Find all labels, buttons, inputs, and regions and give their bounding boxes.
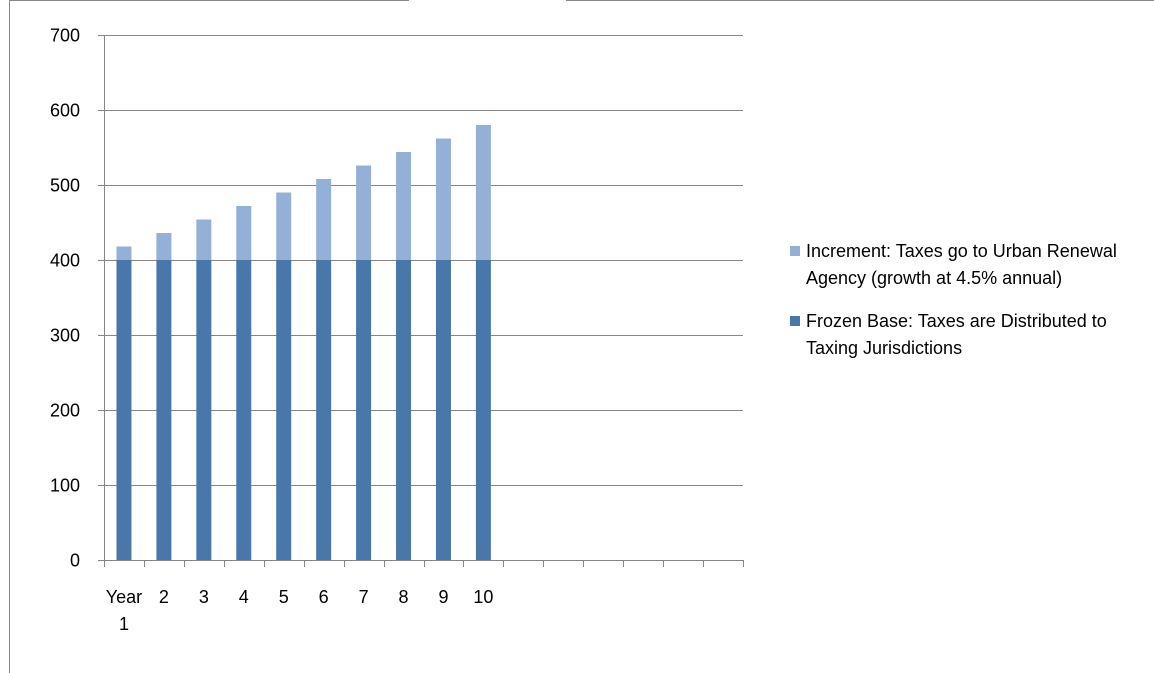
bar-frozen-base-10: [475, 260, 491, 560]
x-tick-label-1: Year 1: [106, 587, 142, 634]
y-tick-label-400: 400: [50, 251, 80, 271]
bar-increment-1: [116, 246, 132, 260]
y-tick-label-700: 700: [50, 26, 80, 46]
chart-frame-left-border: [9, 0, 10, 673]
x-tick-label-7: 7: [359, 587, 369, 607]
x-tick-label-10: 10: [473, 587, 493, 607]
x-tick-label-7-line-1: 7: [359, 587, 369, 607]
bar-frozen-base-1: [116, 260, 132, 560]
bar-frozen-base-3: [196, 260, 212, 560]
bar-increment-5: [276, 192, 292, 260]
x-tick-label-1-line-2: 1: [119, 614, 129, 634]
bar-increment-8: [396, 152, 412, 260]
x-tick-label-4: 4: [239, 587, 249, 607]
bar-frozen-base-9: [435, 260, 451, 560]
x-tick-label-1-line-1: Year: [106, 587, 142, 607]
legend-item-frozen-base: Frozen Base: Taxes are Distributed to Ta…: [790, 308, 1150, 362]
chart-frame-top-border: [9, 0, 409, 1]
x-tick-label-3: 3: [199, 587, 209, 607]
x-tick-label-3-line-1: 3: [199, 587, 209, 607]
bar-frozen-base-5: [276, 260, 292, 560]
chart-legend: Increment: Taxes go to Urban Renewal Age…: [790, 238, 1150, 378]
bar-increment-9: [435, 138, 451, 260]
x-tick-label-6: 6: [319, 587, 329, 607]
legend-swatch-increment: [790, 246, 800, 256]
y-tick-label-0: 0: [70, 551, 80, 571]
x-tick-label-6-line-1: 6: [319, 587, 329, 607]
x-tick-label-5: 5: [279, 587, 289, 607]
bar-frozen-base-4: [236, 260, 252, 560]
x-tick-label-8: 8: [399, 587, 409, 607]
bar-frozen-base-7: [356, 260, 372, 560]
x-tick-label-4-line-1: 4: [239, 587, 249, 607]
x-tick-label-9: 9: [438, 587, 448, 607]
chart-frame-top-border-right: [566, 0, 1154, 1]
bar-increment-10: [475, 125, 491, 260]
y-tick-label-200: 200: [50, 401, 80, 421]
bar-increment-2: [156, 233, 172, 260]
bar-increment-7: [356, 165, 372, 260]
bar-frozen-base-8: [396, 260, 412, 560]
y-tick-label-600: 600: [50, 101, 80, 121]
bar-frozen-base-6: [316, 260, 332, 560]
x-tick-label-5-line-1: 5: [279, 587, 289, 607]
legend-item-increment: Increment: Taxes go to Urban Renewal Age…: [790, 238, 1150, 292]
y-tick-label-300: 300: [50, 326, 80, 346]
y-tick-label-500: 500: [50, 176, 80, 196]
bar-increment-6: [316, 179, 332, 260]
y-tick-label-100: 100: [50, 476, 80, 496]
x-tick-label-2: 2: [159, 587, 169, 607]
x-tick-label-8-line-1: 8: [399, 587, 409, 607]
bar-increment-4: [236, 206, 252, 260]
legend-swatch-frozen-base: [790, 316, 800, 326]
x-tick-label-10-line-1: 10: [473, 587, 493, 607]
x-tick-label-2-line-1: 2: [159, 587, 169, 607]
legend-label-increment: Increment: Taxes go to Urban Renewal Age…: [806, 241, 1117, 288]
legend-label-frozen-base: Frozen Base: Taxes are Distributed to Ta…: [806, 311, 1107, 358]
bar-increment-3: [196, 219, 212, 260]
x-tick-label-9-line-1: 9: [438, 587, 448, 607]
bar-frozen-base-2: [156, 260, 172, 560]
